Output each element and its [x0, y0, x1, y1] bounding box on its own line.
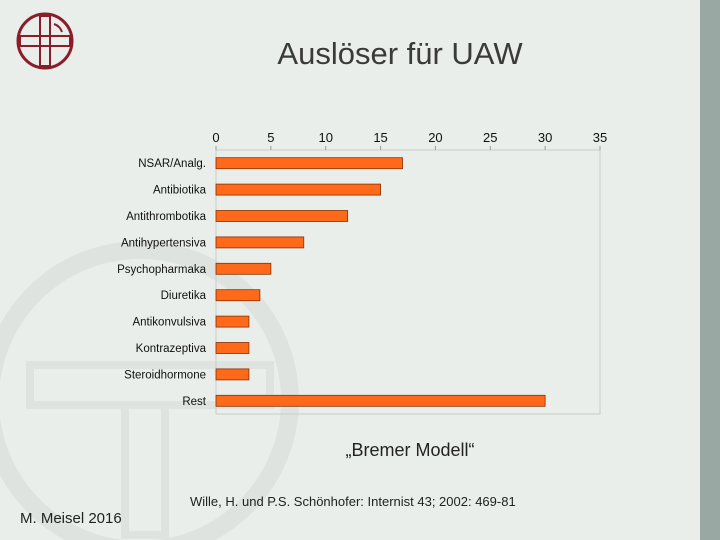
bar — [215, 157, 403, 170]
bar — [215, 342, 250, 354]
x-tick-label: 0 — [212, 130, 219, 145]
category-label: Kontrazeptiva — [136, 343, 207, 355]
citation-text: Wille, H. und P.S. Schönhofer: Internist… — [190, 494, 516, 509]
bar-chart-svg: 0 5 10 15 20 25 30 35 NSAR/Analg. Antibiotika Anti… — [117, 130, 607, 415]
x-tick-label: 15 — [373, 130, 387, 145]
bar — [215, 183, 381, 196]
category-label: Antithrombotika — [126, 211, 207, 223]
bar — [215, 210, 349, 222]
bar — [215, 289, 261, 302]
plot-frame — [215, 149, 601, 415]
category-label: NSAR/Analg. — [138, 158, 206, 170]
category-label: Antikonvulsiva — [132, 317, 206, 329]
x-tick-label: 25 — [483, 130, 497, 145]
x-tick-label: 20 — [428, 130, 442, 145]
category-label: Antihypertensiva — [121, 237, 207, 249]
right-accent-strip — [700, 0, 720, 540]
x-tick-label: 30 — [538, 130, 552, 145]
chart-caption: „Bremer Modell“ — [345, 440, 475, 460]
category-label: Rest — [182, 396, 206, 408]
x-tick-label: 10 — [318, 130, 332, 145]
slide-title: Auslöser für UAW — [277, 36, 523, 71]
x-tick-label: 35 — [593, 130, 607, 145]
bar — [215, 368, 250, 381]
x-tick-label: 5 — [267, 130, 274, 145]
diakonie-cross-logo-icon — [16, 12, 74, 70]
category-label: Diuretika — [161, 290, 207, 302]
bar-chart: 0 5 10 15 20 25 30 35 NSAR/Analg. Antibiotika Anti… — [112, 124, 612, 420]
category-label: Antibiotika — [153, 185, 207, 197]
category-label: Steroidhormone — [124, 369, 206, 381]
author-footer: M. Meisel 2016 — [20, 510, 122, 527]
category-label: Psychopharmaka — [117, 264, 206, 276]
bar — [215, 315, 250, 328]
bar — [215, 236, 305, 249]
bar — [215, 262, 272, 275]
bar — [215, 394, 546, 407]
